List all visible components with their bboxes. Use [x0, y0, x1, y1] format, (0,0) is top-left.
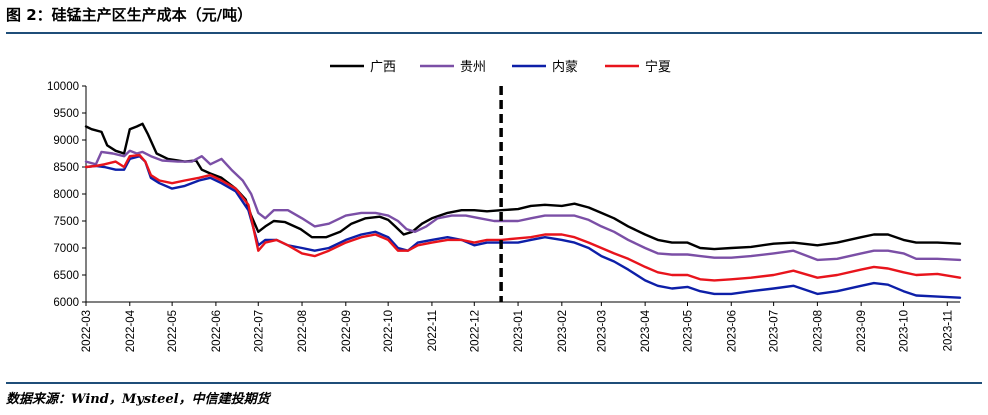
legend-label-3: 宁夏 — [645, 59, 671, 75]
x-tick-label: 2022-09 — [341, 310, 353, 352]
source-note: 数据来源：Wind，Mysteel，中信建投期货 — [6, 392, 270, 407]
legend-label-0: 广西 — [370, 60, 396, 75]
x-tick-label: 2022-05 — [167, 310, 179, 352]
legend-label-1: 贵州 — [460, 60, 486, 75]
x-tick-label: 2022-11 — [427, 310, 439, 351]
x-tick-label: 2023-07 — [769, 310, 781, 352]
x-axis: 2022-03 2022-04 2022-05 2022-06 2022-07 2022-… — [81, 301, 960, 352]
y-tick-label: 8000 — [53, 189, 79, 201]
x-tick-label: 2022-08 — [297, 310, 309, 352]
x-tick-label: 2023-11 — [942, 310, 954, 351]
x-tick-label: 2023-06 — [726, 310, 738, 352]
series-line-2 — [84, 155, 962, 299]
x-tick-label: 2022-03 — [81, 310, 93, 352]
y-tick-label: 6000 — [53, 297, 79, 309]
x-tick-label: 2022-07 — [253, 310, 265, 352]
x-tick-label: 2022-06 — [211, 310, 223, 352]
top-rule — [6, 32, 982, 34]
series-layer — [84, 122, 962, 299]
x-tick-label: 2023-09 — [856, 310, 868, 352]
y-tick-label: 7000 — [53, 243, 79, 255]
x-tick-label: 2023-04 — [640, 309, 652, 352]
series-line-3 — [84, 153, 962, 282]
legend: 广西 贵州 内蒙 宁夏 — [330, 59, 671, 75]
x-tick-label: 2022-04 — [125, 309, 137, 352]
x-tick-label: 2022-10 — [383, 310, 395, 352]
y-axis: 6000 6500 7000 7500 8000 8500 9000 9500 10000 — [47, 81, 87, 309]
line-chart: 广西 贵州 内蒙 宁夏 6000 6500 7000 7500 8000 8500 9000 950… — [47, 59, 962, 352]
y-tick-label: 9000 — [53, 135, 79, 147]
x-tick-label: 2023-03 — [596, 310, 608, 352]
bottom-rule — [6, 382, 982, 384]
x-tick-label: 2023-05 — [682, 310, 694, 352]
y-tick-label: 10000 — [47, 81, 79, 93]
figure-title: 图 2：硅锰主产区生产成本（元/吨） — [6, 6, 253, 24]
legend-label-2: 内蒙 — [552, 59, 578, 75]
x-tick-label: 2022-12 — [469, 310, 481, 352]
x-tick-label: 2023-01 — [513, 310, 525, 352]
x-tick-label: 2023-08 — [812, 310, 824, 352]
y-tick-label: 6500 — [53, 270, 79, 282]
series-line-1 — [84, 149, 962, 262]
y-tick-label: 8500 — [53, 162, 79, 174]
x-tick-label: 2023-02 — [557, 310, 569, 352]
y-tick-label: 7500 — [53, 216, 79, 228]
y-tick-label: 9500 — [53, 108, 79, 120]
x-tick-label: 2023-10 — [899, 310, 911, 352]
series-line-0 — [84, 122, 962, 251]
